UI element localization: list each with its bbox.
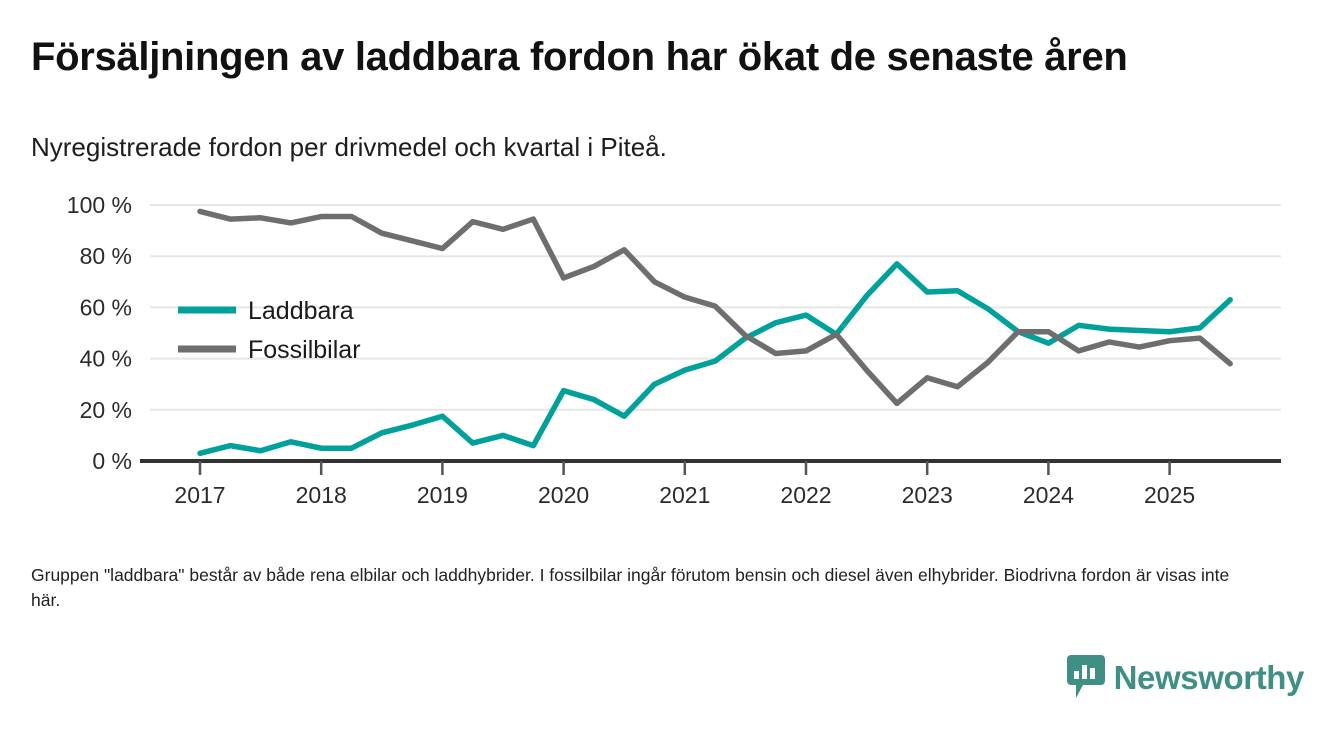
page-title: Försäljningen av laddbara fordon har öka… bbox=[31, 35, 1128, 79]
x-tick-label: 2020 bbox=[538, 482, 589, 508]
x-tick-label: 2019 bbox=[417, 482, 468, 508]
newsworthy-logo: Newsworthy bbox=[1066, 655, 1305, 699]
x-tick-label: 2017 bbox=[174, 482, 225, 508]
chart-legend: Laddbara Fossilbilar bbox=[178, 297, 361, 364]
x-tick-label: 2025 bbox=[1144, 482, 1195, 508]
y-tick-label: 40 % bbox=[80, 346, 132, 372]
x-tick-label: 2023 bbox=[902, 482, 953, 508]
y-axis-tick-labels: 0 % 20 % 40 % 60 % 80 % 100 % bbox=[67, 192, 132, 474]
newsworthy-bar-chart-icon bbox=[1066, 655, 1105, 698]
y-tick-label: 20 % bbox=[80, 397, 132, 423]
x-axis bbox=[140, 459, 1281, 475]
x-tick-label: 2018 bbox=[296, 482, 347, 508]
series-lines bbox=[197, 208, 1233, 457]
x-tick-label: 2021 bbox=[659, 482, 710, 508]
x-tick-label: 2022 bbox=[780, 482, 831, 508]
y-tick-label: 80 % bbox=[80, 243, 132, 269]
page-subtitle: Nyregistrerade fordon per drivmedel och … bbox=[31, 132, 667, 162]
legend-label: Laddbara bbox=[248, 297, 354, 325]
chart-footnote: Gruppen "laddbara" består av både rena e… bbox=[31, 565, 1230, 611]
y-tick-label: 60 % bbox=[80, 294, 132, 320]
y-tick-label: 100 % bbox=[67, 192, 132, 218]
x-tick-label: 2024 bbox=[1023, 482, 1074, 508]
y-tick-label: 0 % bbox=[92, 448, 132, 474]
x-axis-tick-labels: 2017 2018 2019 2020 2021 2022 2023 2024 2025 bbox=[174, 482, 1195, 508]
series-line-fossilbilar bbox=[197, 208, 1233, 407]
newsworthy-wordmark: Newsworthy bbox=[1113, 658, 1305, 696]
legend-label: Fossilbilar bbox=[248, 336, 361, 364]
